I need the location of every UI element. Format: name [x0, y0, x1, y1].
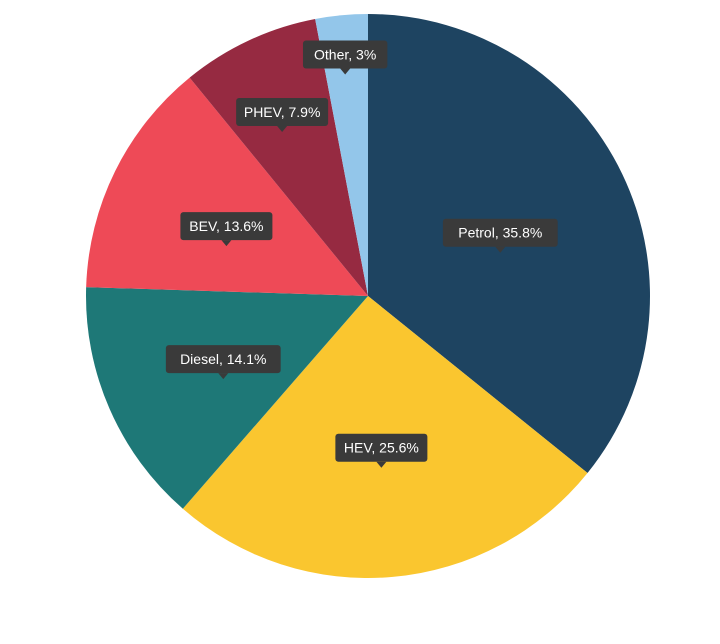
- data-label-text: BEV, 13.6%: [189, 218, 263, 234]
- data-label-hev: HEV, 25.6%: [335, 433, 428, 468]
- data-label-diesel: Diesel, 14.1%: [165, 345, 281, 380]
- data-label-box: [236, 98, 329, 127]
- data-label-box: [442, 218, 558, 247]
- data-label-box: [335, 433, 428, 462]
- data-label-text: PHEV, 7.9%: [244, 104, 321, 120]
- data-label-pointer: [340, 68, 351, 75]
- data-label-box: [302, 40, 388, 69]
- data-label-pointer: [221, 240, 232, 247]
- data-label-other: Other, 3%: [302, 40, 388, 75]
- data-label-text: Diesel, 14.1%: [180, 351, 266, 367]
- data-label-text: HEV, 25.6%: [344, 440, 419, 456]
- data-label-pointer: [495, 246, 506, 253]
- data-label-pointer: [277, 126, 288, 133]
- pie-slices: [86, 14, 650, 578]
- data-label-bev: BEV, 13.6%: [180, 212, 273, 247]
- data-label-text: Petrol, 35.8%: [458, 225, 542, 241]
- data-label-pointer: [376, 461, 387, 468]
- data-label-box: [165, 345, 281, 374]
- data-label-text: Other, 3%: [314, 47, 376, 63]
- data-label-pointer: [218, 373, 229, 380]
- data-label-phev: PHEV, 7.9%: [236, 98, 329, 133]
- pie-slice-bev[interactable]: [86, 77, 368, 296]
- pie-slice-phev[interactable]: [189, 18, 368, 296]
- pie-labels: Petrol, 35.8% HEV, 25.6% Diesel, 14.1% BEV,…: [165, 40, 558, 468]
- data-label-box: [180, 212, 273, 241]
- pie-slice-diesel[interactable]: [86, 287, 368, 509]
- pie-slice-other[interactable]: [315, 14, 368, 296]
- data-label-petrol: Petrol, 35.8%: [442, 218, 558, 253]
